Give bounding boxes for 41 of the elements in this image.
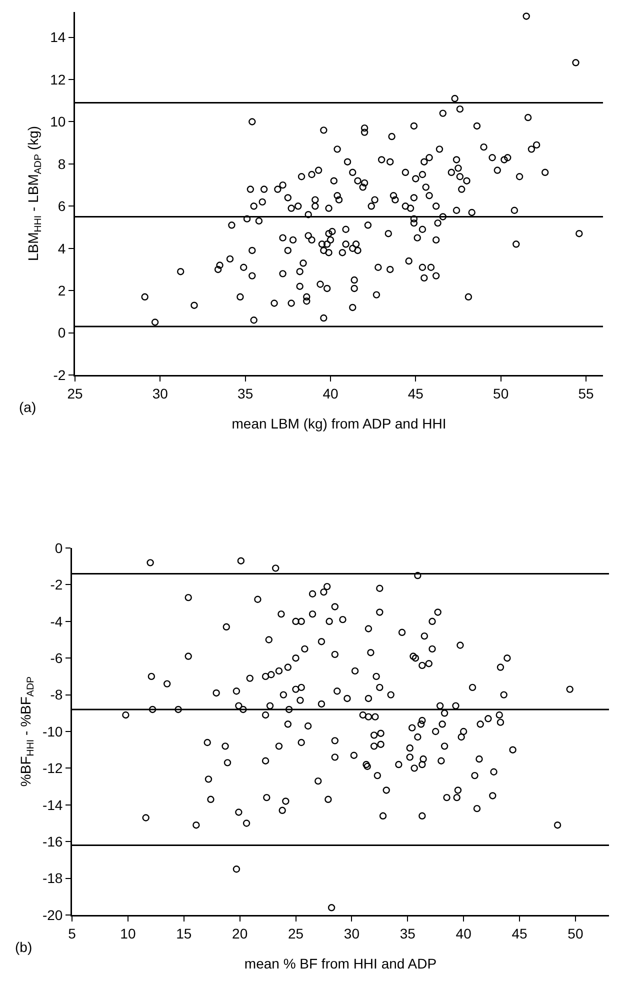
x-tick-label: 25 bbox=[288, 925, 304, 942]
y-tick-label: 12 bbox=[50, 71, 66, 88]
x-tick-label: 35 bbox=[238, 385, 254, 402]
x-axis-title: mean LBM (kg) from ADP and HHI bbox=[232, 415, 446, 432]
y-tick-label: 4 bbox=[58, 240, 66, 256]
y-tick-label: 14 bbox=[50, 29, 66, 46]
text: (b) bbox=[15, 939, 32, 955]
x-tick-label: 20 bbox=[232, 925, 248, 942]
y-tick-label: -6 bbox=[50, 650, 63, 666]
x-tick-label: 50 bbox=[568, 925, 584, 942]
y-tick-label: -2 bbox=[53, 366, 66, 383]
x-tick-label: 50 bbox=[493, 385, 509, 402]
y-tick-label: 8 bbox=[58, 156, 66, 172]
y-tick-label: -14 bbox=[42, 796, 63, 813]
y-tick-label: 10 bbox=[50, 114, 66, 130]
x-tick-label: 30 bbox=[152, 385, 168, 402]
x-tick-label: 40 bbox=[456, 925, 472, 942]
y-tick-label: 0 bbox=[54, 540, 63, 556]
x-tick-label: 45 bbox=[408, 385, 424, 402]
x-tick-label: 10 bbox=[120, 925, 136, 942]
x-tick-label: 40 bbox=[322, 385, 338, 402]
y-tick-label: -16 bbox=[42, 834, 63, 850]
y-tick-label: -12 bbox=[42, 760, 63, 776]
text: (a) bbox=[19, 399, 36, 415]
x-tick-label: 55 bbox=[578, 385, 594, 402]
x-tick-label: 35 bbox=[400, 925, 416, 942]
x-tick-label: 15 bbox=[176, 925, 192, 942]
x-tick-label: 25 bbox=[67, 385, 83, 402]
x-tick-label: 30 bbox=[344, 925, 360, 942]
y-tick-label: 6 bbox=[58, 198, 66, 214]
x-tick-label: 5 bbox=[68, 925, 76, 942]
x-axis-title: mean % BF from HHI and ADP bbox=[244, 955, 437, 972]
y-tick-label: -18 bbox=[42, 870, 63, 886]
y-tick-label: 0 bbox=[58, 324, 66, 341]
y-tick-label: -10 bbox=[42, 723, 63, 740]
y-tick-label: -4 bbox=[50, 613, 63, 630]
y-tick-label: 2 bbox=[58, 282, 66, 298]
y-tick-label: -20 bbox=[42, 906, 63, 923]
y-tick-label: -8 bbox=[50, 686, 63, 703]
x-tick-label: 45 bbox=[512, 925, 528, 942]
y-tick-label: -2 bbox=[50, 576, 63, 593]
